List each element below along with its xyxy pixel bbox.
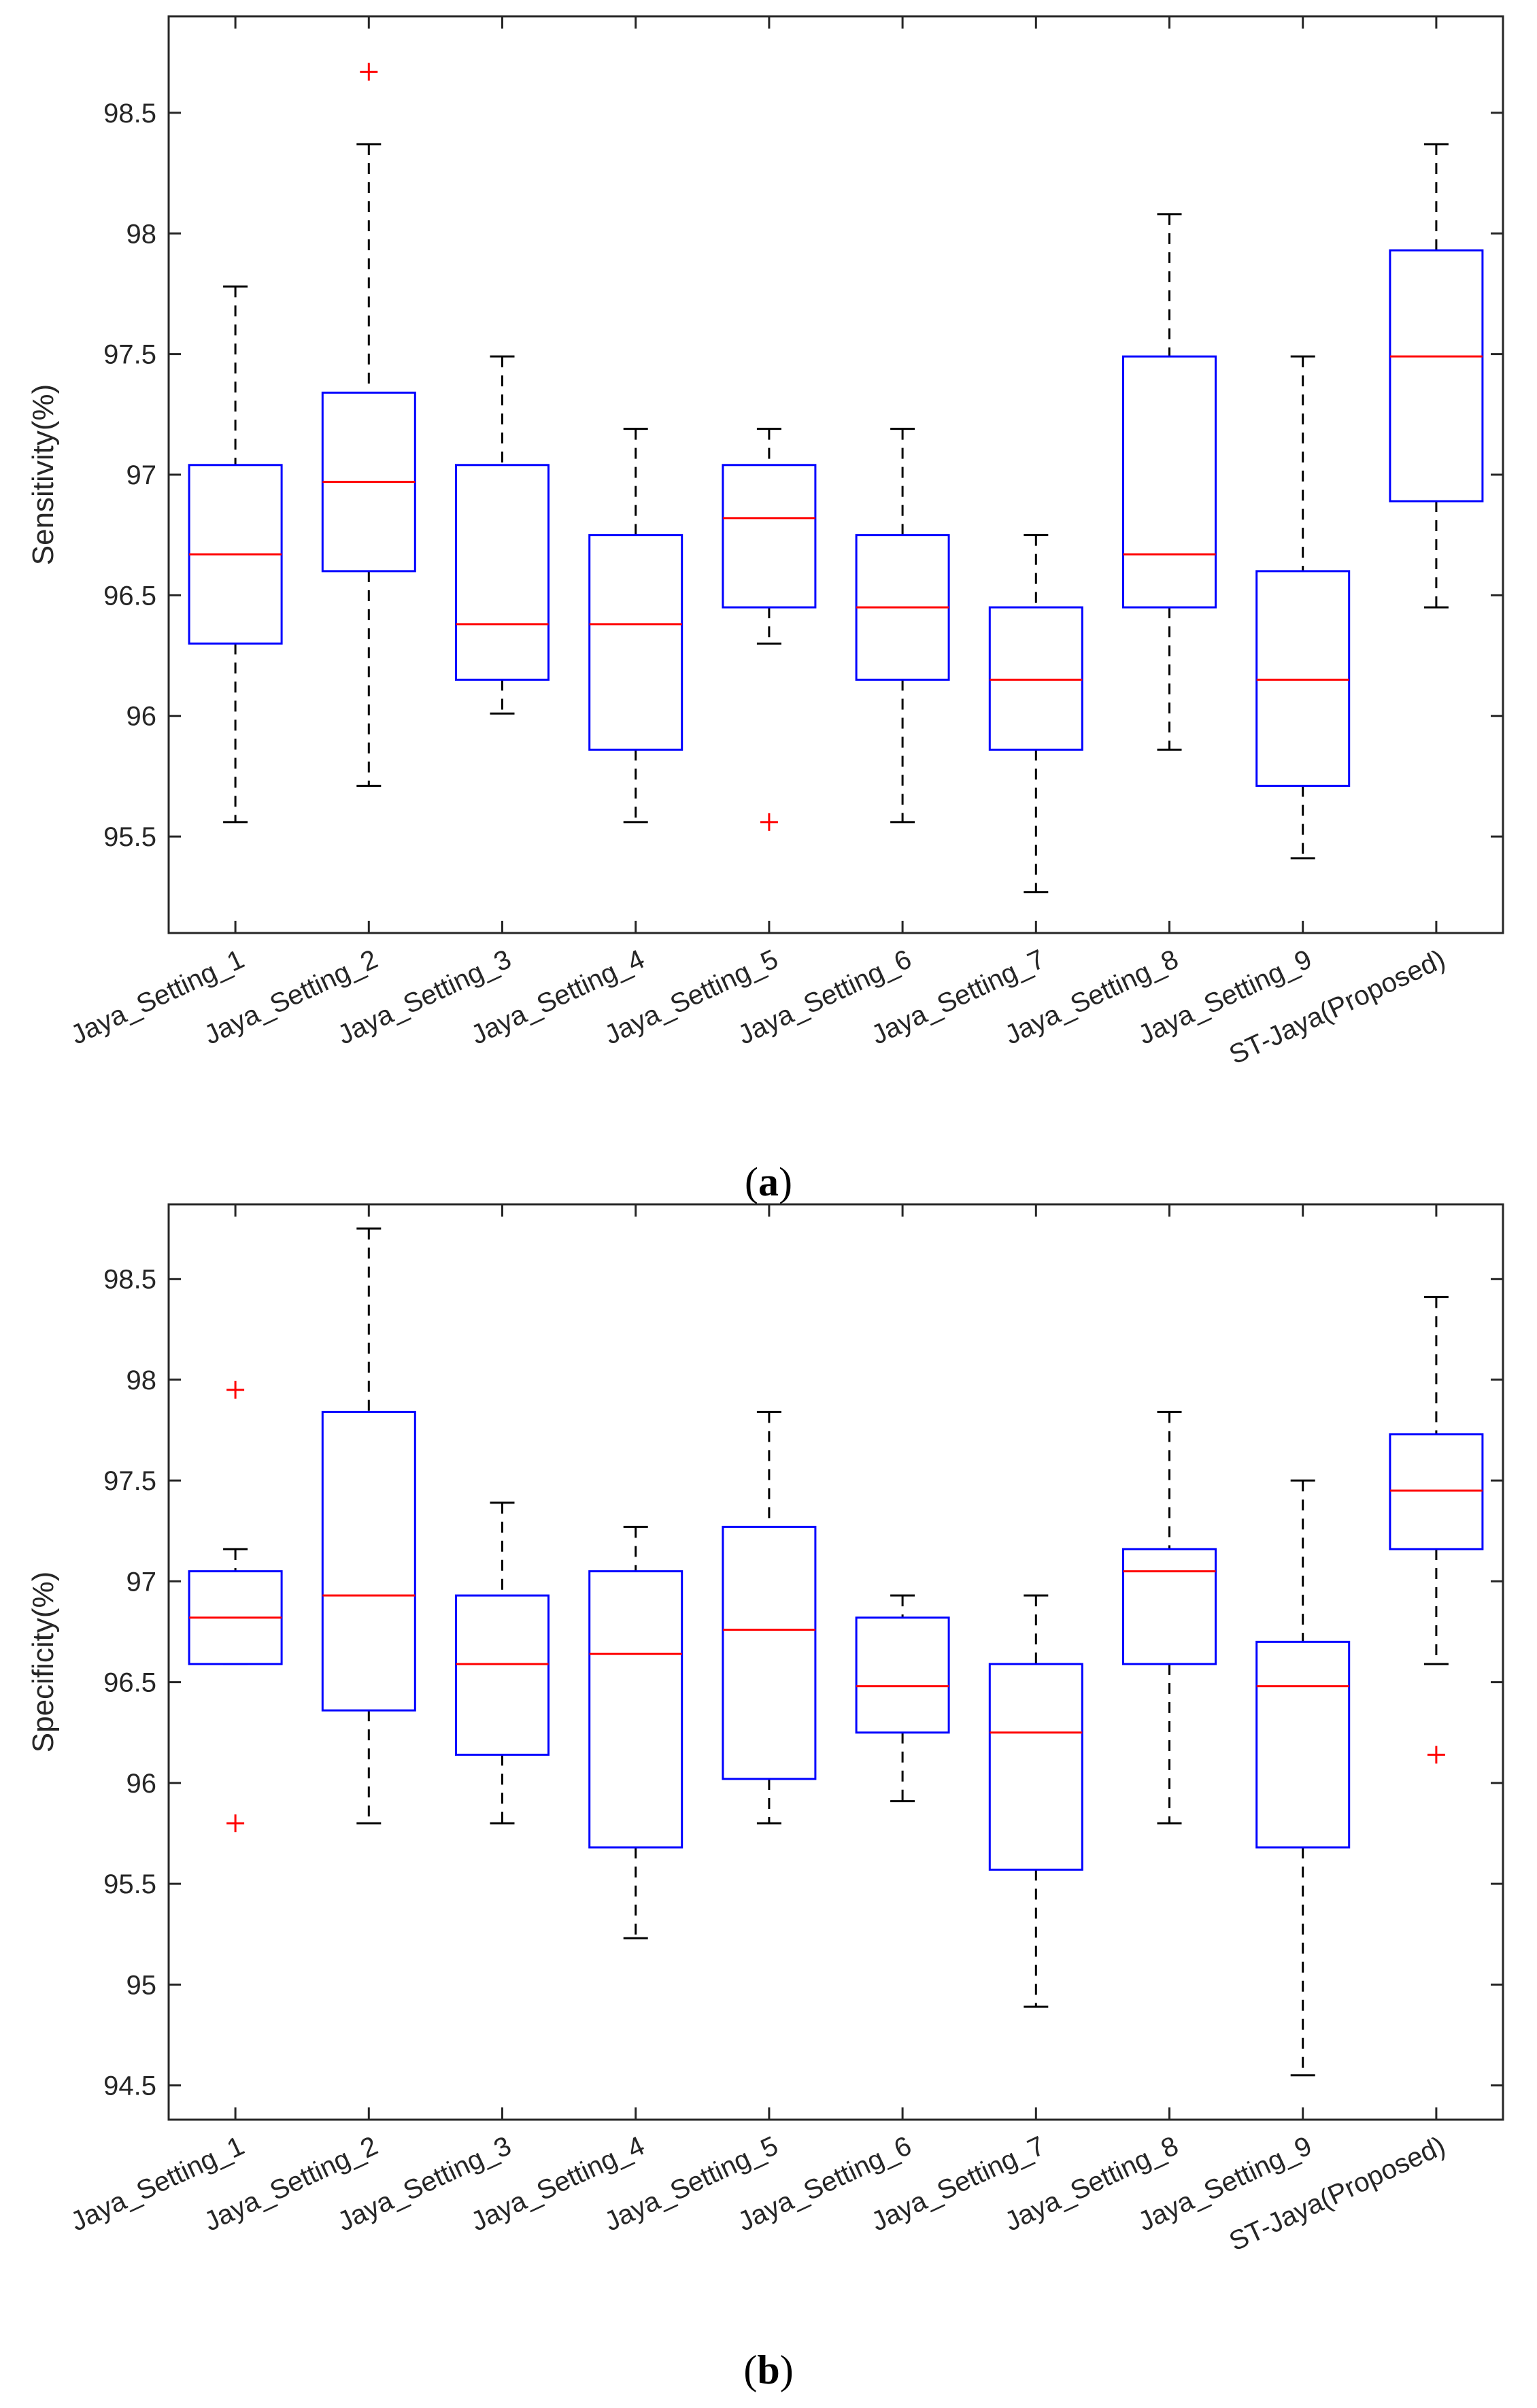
box-jaya-setting-9	[1255, 1204, 1351, 2120]
y-tick-label: 97.5	[103, 1466, 156, 1496]
iqr-box	[1122, 355, 1217, 609]
y-tick-label: 96	[126, 1769, 157, 1799]
box-jaya-setting-4	[588, 16, 683, 933]
iqr-box	[1122, 1548, 1217, 1665]
plot-frame	[167, 1203, 1504, 2121]
outlier-marker	[1427, 1746, 1445, 1764]
box-jaya-setting-3	[455, 16, 550, 933]
box-jaya-setting-6	[855, 1204, 950, 2120]
y-tick-label: 98.5	[103, 1265, 156, 1295]
box-st-jaya-proposed	[1389, 1204, 1484, 2120]
x-category-label: ST-Jaya(Proposed)	[1225, 2131, 1450, 2257]
y-tick-label: 95	[126, 1970, 157, 2000]
iqr-box	[1255, 1640, 1351, 1849]
y-tick-label: 98.5	[103, 99, 156, 129]
y-tick-label: 97	[126, 460, 157, 490]
iqr-box	[722, 1525, 817, 1780]
box-jaya-setting-2	[321, 16, 416, 933]
box-jaya-setting-9	[1255, 16, 1351, 933]
y-axis-label: Specificity(%)	[27, 1572, 60, 1753]
box-jaya-setting-6	[855, 16, 950, 933]
y-axis-label: Sensitivity(%)	[27, 384, 60, 566]
box-jaya-setting-7	[988, 16, 1083, 933]
iqr-box	[988, 606, 1083, 751]
iqr-box	[988, 1663, 1083, 1871]
iqr-box	[1389, 249, 1484, 503]
outlier-marker	[226, 1380, 245, 1399]
y-tick-label: 97	[126, 1567, 157, 1597]
box-jaya-setting-5	[722, 1204, 817, 2120]
box-jaya-setting-2	[321, 1204, 416, 2120]
iqr-box	[855, 1616, 950, 1734]
outlier-marker	[760, 813, 778, 831]
iqr-box	[722, 464, 817, 609]
panel-b-caption: (b)	[743, 2347, 793, 2392]
iqr-box	[588, 534, 683, 751]
panel-a-caption: (a)	[745, 1159, 792, 1204]
y-tick-label: 96.5	[103, 1668, 156, 1698]
box-jaya-setting-4	[588, 1204, 683, 2120]
x-category-label: ST-Jaya(Proposed)	[1225, 944, 1450, 1070]
y-tick-label: 94.5	[103, 2071, 156, 2101]
box-jaya-setting-8	[1122, 16, 1217, 933]
box-jaya-setting-5	[722, 16, 817, 933]
panel-a-sensitivity-chart: 95.59696.59797.59898.5Sensitivity(%)Jaya…	[27, 15, 1504, 1070]
iqr-box	[1255, 570, 1351, 787]
box-st-jaya-proposed	[1389, 16, 1484, 933]
y-tick-label: 98	[126, 219, 157, 249]
y-tick-label: 96.5	[103, 581, 156, 611]
outlier-marker	[360, 63, 378, 81]
y-tick-label: 98	[126, 1366, 157, 1395]
box-jaya-setting-7	[988, 1204, 1083, 2120]
iqr-box	[321, 1410, 416, 1712]
panel-a-caption-label: a	[758, 1159, 779, 1204]
box-jaya-setting-8	[1122, 1204, 1217, 2120]
panel-b-caption-label: b	[757, 2347, 779, 2392]
y-tick-label: 95.5	[103, 1869, 156, 1899]
y-tick-label: 95.5	[103, 822, 156, 852]
iqr-box	[588, 1570, 683, 1849]
box-jaya-setting-1	[188, 16, 283, 933]
iqr-box	[455, 464, 550, 681]
panel-b-specificity-chart: 94.5 95 95.5 96 96.5 97 97.5 98 98.5 Specificity(…	[27, 1203, 1504, 2257]
iqr-box	[455, 1594, 550, 1756]
outlier-marker	[226, 1814, 245, 1833]
box-jaya-setting-3	[455, 1204, 550, 2120]
y-tick-label: 96	[126, 702, 157, 732]
y-tick-label: 97.5	[103, 340, 156, 370]
box-jaya-setting-1	[188, 1204, 283, 2120]
